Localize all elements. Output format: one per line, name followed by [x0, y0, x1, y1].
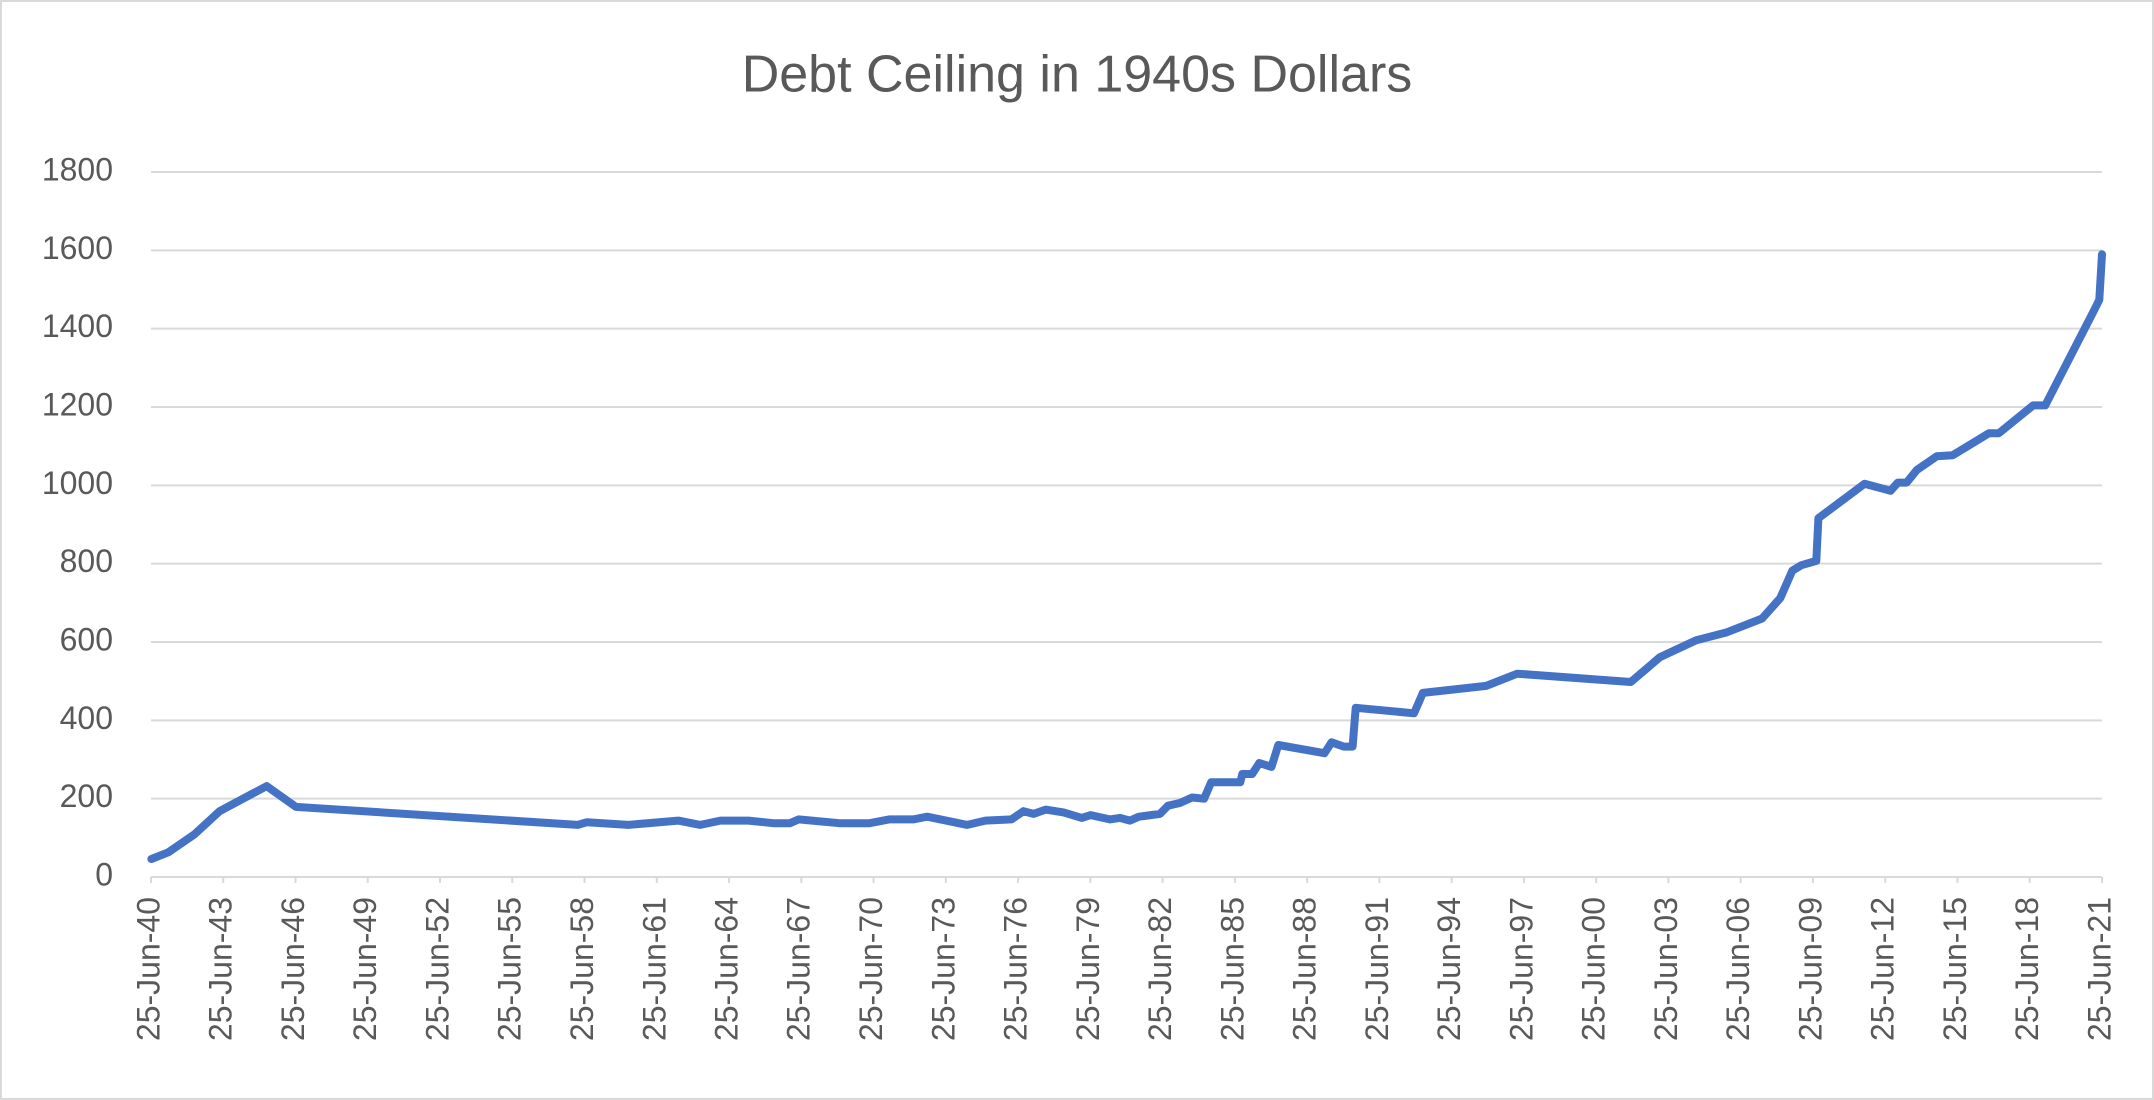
- x-tick-label: 25-Jun-06: [1720, 897, 1756, 1041]
- x-tick-label: 25-Jun-82: [1142, 897, 1178, 1041]
- y-tick-label: 400: [60, 700, 113, 736]
- x-tick-label: 25-Jun-15: [1937, 897, 1973, 1041]
- x-tick-label: 25-Jun-09: [1792, 897, 1828, 1041]
- x-tick-label: 25-Jun-70: [853, 897, 889, 1041]
- x-tick-label: 25-Jun-97: [1503, 897, 1539, 1041]
- x-tick-label: 25-Jun-79: [1070, 897, 1106, 1041]
- x-tick-label: 25-Jun-21: [2081, 897, 2117, 1041]
- x-tick-label: 25-Jun-40: [130, 897, 166, 1041]
- y-tick-label: 1600: [42, 230, 113, 266]
- x-tick-label: 25-Jun-00: [1576, 897, 1612, 1041]
- x-tick-label: 25-Jun-55: [492, 897, 528, 1041]
- y-tick-label: 1200: [42, 386, 113, 422]
- x-tick-label: 25-Jun-88: [1287, 897, 1323, 1041]
- y-tick-label: 800: [60, 543, 113, 579]
- x-tick-label: 25-Jun-67: [781, 897, 817, 1041]
- x-tick-label: 25-Jun-52: [419, 897, 455, 1041]
- x-tick-label: 25-Jun-49: [347, 897, 383, 1041]
- y-tick-label: 0: [95, 856, 113, 892]
- line: [147, 250, 2106, 863]
- x-tick-label: 25-Jun-46: [275, 897, 311, 1041]
- chart-title: Debt Ceiling in 1940s Dollars: [742, 46, 1413, 104]
- x-tick-label: 25-Jun-58: [564, 897, 600, 1041]
- y-tick-label: 200: [60, 778, 113, 814]
- x-tick-label: 25-Jun-94: [1431, 897, 1467, 1041]
- y-tick-label: 600: [60, 621, 113, 657]
- x-tick-label: 25-Jun-91: [1359, 897, 1395, 1041]
- x-tick-label: 25-Jun-12: [1865, 897, 1901, 1041]
- x-tick-label: 25-Jun-76: [998, 897, 1034, 1041]
- x-tick-label: 25-Jun-61: [636, 897, 672, 1041]
- y-tick-label: 1400: [42, 308, 113, 344]
- x-tick-label: 25-Jun-43: [203, 897, 239, 1041]
- x-tick-label: 25-Jun-03: [1648, 897, 1684, 1041]
- x-tick-label: 25-Jun-85: [1214, 897, 1250, 1041]
- x-tick-label: 25-Jun-18: [2009, 897, 2045, 1041]
- x-tick-label: 25-Jun-64: [709, 897, 745, 1041]
- x-tick-label: 25-Jun-73: [925, 897, 961, 1041]
- y-tick-label: 1000: [42, 465, 113, 501]
- y-tick-label: 1800: [42, 151, 113, 187]
